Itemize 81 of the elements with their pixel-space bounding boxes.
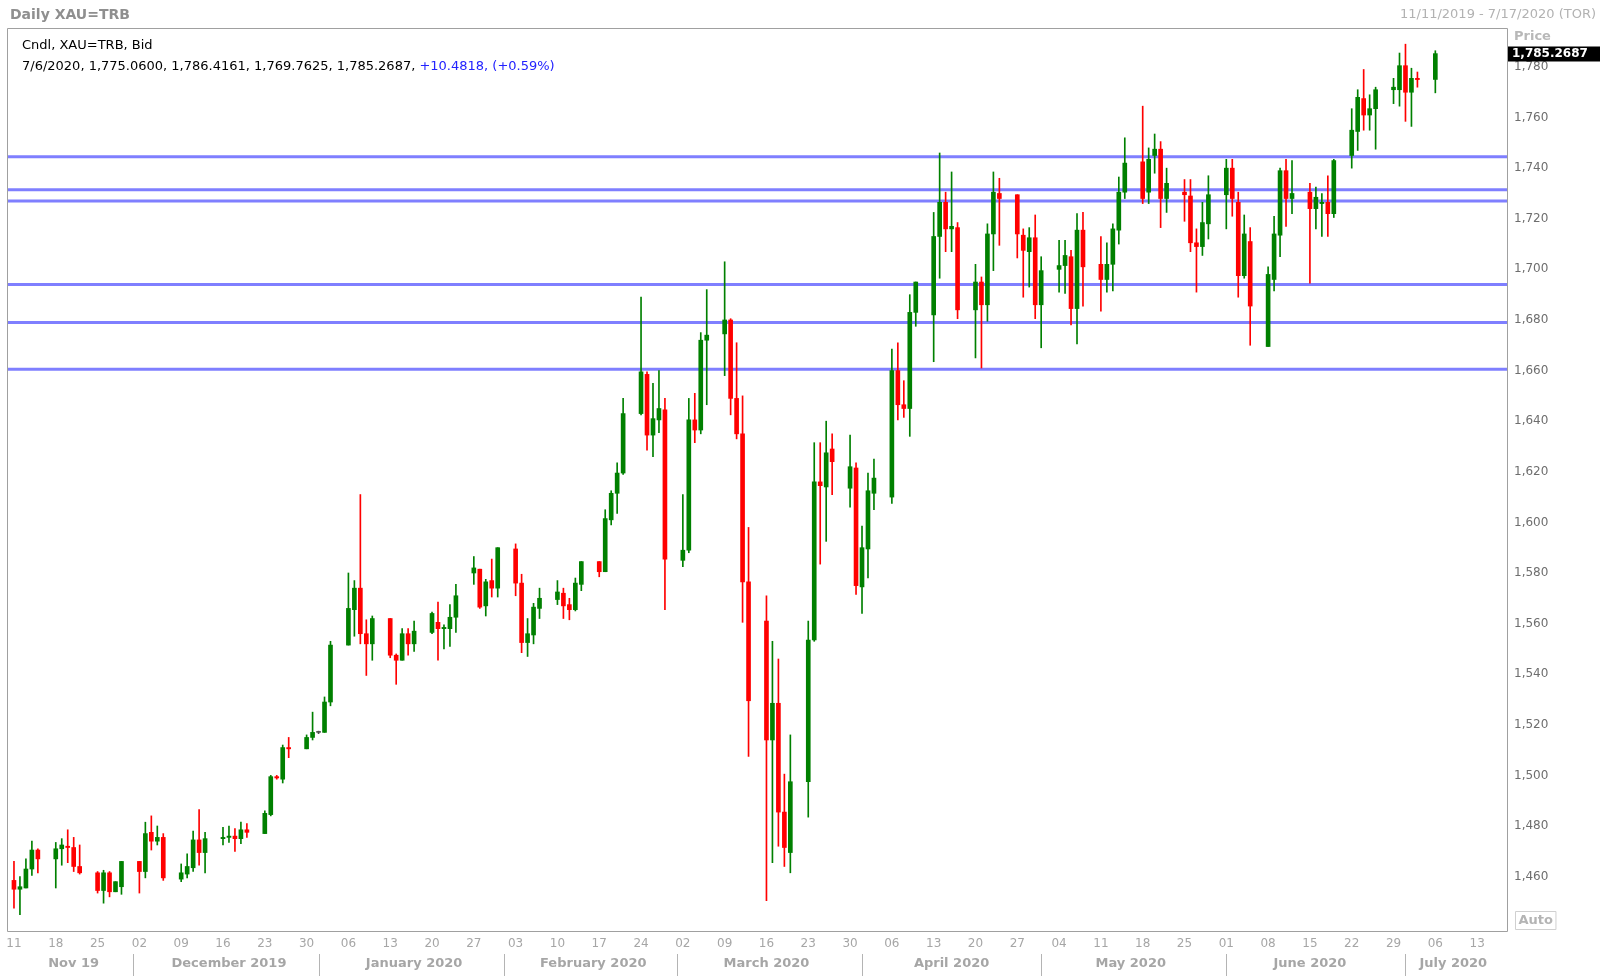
annotation: +10.4818, (+0.59%): [419, 58, 555, 74]
x-tick-label: 20: [967, 936, 984, 951]
x-tick-label: 11: [1093, 936, 1109, 951]
candlestick: [692, 393, 698, 444]
x-tick-label: 23: [800, 936, 816, 951]
x-tick-label: 13: [926, 936, 942, 951]
y-tick-label: 1,660: [1514, 362, 1549, 377]
x-tick-label: 18: [48, 936, 64, 951]
x-tick-label: 16: [215, 936, 231, 951]
x-tick-label: 25: [1176, 936, 1193, 951]
x2-tick-label: March 2020: [723, 955, 810, 971]
x-tick-label: 17: [591, 936, 607, 951]
x-tick-label: 30: [842, 936, 858, 951]
x-tick-label: 03: [507, 936, 524, 951]
x-tick-label: 01: [1218, 936, 1234, 951]
x-tick-label: 29: [1385, 936, 1402, 951]
y-tick-label: 1,580: [1514, 565, 1549, 580]
candlestick: [817, 442, 823, 565]
x-tick-label: 13: [382, 936, 398, 951]
candlestick: [286, 737, 292, 759]
y-tick-label: 1,560: [1514, 615, 1549, 630]
x-tick-label: 04: [1051, 936, 1067, 951]
y-tick-label: 1,680: [1514, 312, 1549, 327]
x-tick-label: 06: [1427, 936, 1443, 951]
candlestick: [471, 556, 477, 585]
x-tick-label: 23: [257, 936, 273, 951]
y-tick-label: 1,600: [1514, 514, 1549, 529]
annotation: 7/6/2020, 1,775.0600, 1,786.4161, 1,769.7625, 1,785.2687,: [22, 58, 416, 74]
x2-tick-label: May 2020: [1095, 955, 1167, 971]
y-tick-label: 1,700: [1514, 261, 1549, 276]
y-tick-label: 1,720: [1514, 210, 1549, 225]
x2-tick-label: July 2020: [1418, 955, 1488, 971]
x-tick-label: 16: [758, 936, 775, 951]
candlestick: [489, 558, 495, 598]
x2-tick-label: February 2020: [540, 955, 647, 971]
candlestick: [1020, 228, 1026, 298]
x-tick-label: 02: [675, 936, 691, 951]
x-tick-label: 22: [1344, 936, 1360, 951]
x-tick-label: 20: [424, 936, 440, 951]
x2-tick-label: January 2020: [364, 955, 463, 971]
y-tick-label: 1,500: [1514, 767, 1549, 782]
x-tick-label: 25: [89, 936, 106, 951]
x2-tick-label: April 2020: [913, 955, 990, 971]
x2-tick-label: June 2020: [1272, 955, 1347, 971]
x-tick-label: 27: [1009, 936, 1025, 951]
x-tick-label: 09: [173, 936, 189, 951]
chart-subtitle: 11/11/2019 - 7/17/2020 (TOR): [1399, 6, 1596, 22]
candlestick: [11, 861, 17, 909]
y-tick-label: 1,520: [1514, 716, 1549, 731]
x2-tick-label: Nov 19: [48, 955, 100, 971]
y-tick-label: 1,740: [1514, 160, 1549, 175]
x-tick-label: 11: [6, 936, 22, 951]
candlestick: [244, 823, 250, 838]
x-tick-label: 27: [466, 936, 482, 951]
y-tick-label: 1,780: [1514, 59, 1549, 74]
y-tick-label: 1,460: [1514, 868, 1549, 883]
y-tick-label: 1,760: [1514, 109, 1549, 124]
x-tick-label: 08: [1260, 936, 1276, 951]
x-tick-label: 30: [298, 936, 315, 951]
y-axis-title: Price: [1514, 28, 1552, 44]
x-tick-label: 06: [884, 936, 900, 951]
y-tick-label: 1,640: [1514, 413, 1549, 428]
candlestick: [1056, 239, 1062, 293]
y-tick-label: 1,480: [1514, 818, 1549, 833]
candlestick: [17, 876, 23, 915]
x-tick-label: 18: [1135, 936, 1151, 951]
text: Auto: [1518, 911, 1554, 927]
x-tick-label: 24: [633, 936, 649, 951]
y-tick-label: 1,540: [1514, 666, 1549, 681]
x2-tick-label: December 2019: [171, 955, 287, 971]
text: 1,785.2687: [1512, 45, 1588, 60]
annotation: Cndl, XAU=TRB, Bid: [22, 37, 153, 53]
x-tick-label: 10: [549, 936, 566, 951]
x-tick-label: 09: [717, 936, 733, 951]
candlestick: [1026, 227, 1032, 288]
x-tick-label: 13: [1469, 936, 1485, 951]
y-tick-label: 1,620: [1514, 463, 1549, 478]
x-tick-label: 02: [131, 936, 148, 951]
chart-title: Daily XAU=TRB: [10, 5, 130, 22]
x-tick-label: 15: [1302, 936, 1318, 951]
x-tick-label: 06: [340, 936, 357, 951]
